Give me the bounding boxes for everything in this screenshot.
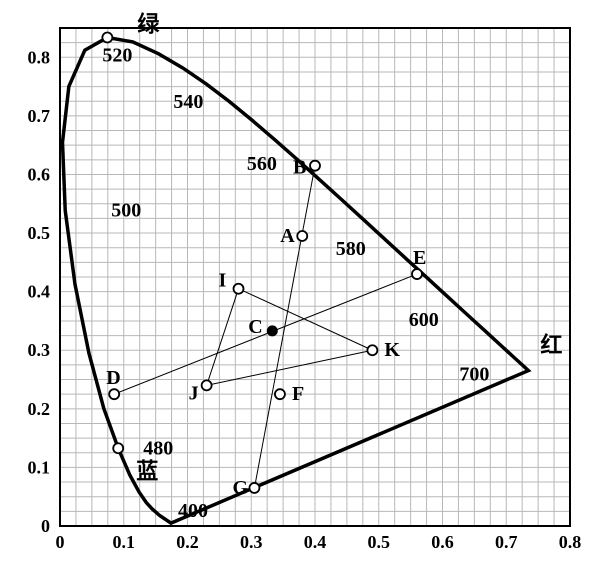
wavelength-580: 580 <box>336 238 366 260</box>
xtick-3: 0.3 <box>240 532 263 552</box>
xtick-7: 0.7 <box>495 532 518 552</box>
point-J <box>202 380 212 390</box>
ytick-0: 0 <box>41 516 50 536</box>
point-label-A: A <box>280 225 295 247</box>
ytick-5: 0.5 <box>28 223 51 243</box>
point-I <box>234 284 244 294</box>
xtick-1: 0.1 <box>113 532 136 552</box>
ytick-2: 0.2 <box>28 399 51 419</box>
point-D <box>109 389 119 399</box>
wavelength-560: 560 <box>247 153 277 175</box>
point-F <box>275 389 285 399</box>
chart-bg <box>0 0 600 563</box>
point-B <box>310 161 320 171</box>
point-label-F: F <box>292 383 304 405</box>
color-label-红: 红 <box>540 333 562 358</box>
wavelength-400: 400 <box>178 500 208 522</box>
color-label-绿: 绿 <box>137 11 160 36</box>
point-E <box>412 269 422 279</box>
xtick-2: 0.2 <box>176 532 199 552</box>
point-label-K: K <box>384 339 400 361</box>
point-label-E: E <box>413 247 426 269</box>
point-K <box>367 345 377 355</box>
color-label-蓝: 蓝 <box>136 458 158 483</box>
xtick-5: 0.5 <box>368 532 391 552</box>
point-label-D: D <box>106 367 120 389</box>
xtick-0: 0 <box>56 532 65 552</box>
point-A <box>297 231 307 241</box>
ytick-8: 0.8 <box>28 47 51 67</box>
point-label-G: G <box>232 477 248 499</box>
locus-marker <box>102 32 112 42</box>
wavelength-540: 540 <box>173 91 203 113</box>
point-label-C: C <box>248 316 262 338</box>
ytick-6: 0.6 <box>28 164 51 184</box>
point-G <box>249 483 259 493</box>
wavelength-500: 500 <box>111 200 141 222</box>
wavelength-520: 520 <box>102 44 132 66</box>
wavelength-600: 600 <box>409 309 439 331</box>
xtick-6: 0.6 <box>431 532 454 552</box>
ytick-1: 0.1 <box>28 457 51 477</box>
wavelength-480: 480 <box>143 437 173 459</box>
xtick-8: 0.8 <box>559 532 582 552</box>
ytick-7: 0.7 <box>28 106 51 126</box>
point-label-B: B <box>293 157 306 179</box>
ytick-4: 0.4 <box>28 282 51 302</box>
point-label-I: I <box>219 270 227 292</box>
wavelength-700: 700 <box>459 364 489 386</box>
locus-marker <box>113 443 123 453</box>
xtick-4: 0.4 <box>304 532 327 552</box>
ytick-3: 0.3 <box>28 340 51 360</box>
point-C <box>267 326 277 336</box>
point-label-J: J <box>189 382 199 404</box>
chromaticity-diagram: A B C D E F G I J K 400 480 500 520 540 560 580 600 700 绿蓝 红… <box>0 0 600 563</box>
